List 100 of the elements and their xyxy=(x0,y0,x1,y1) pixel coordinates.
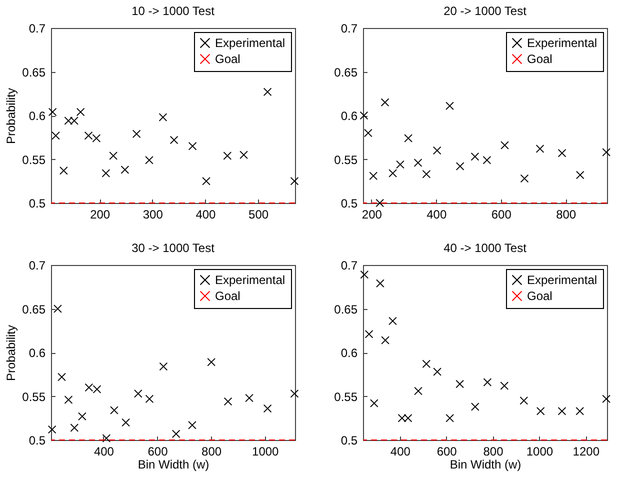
chart-title: 20 -> 1000 Test xyxy=(444,4,528,18)
point xyxy=(290,176,299,186)
point xyxy=(158,113,168,122)
point xyxy=(132,130,141,138)
point xyxy=(576,406,584,416)
point xyxy=(536,144,544,153)
point xyxy=(48,108,57,116)
point xyxy=(245,394,254,402)
point xyxy=(414,158,422,167)
point xyxy=(500,382,509,390)
point xyxy=(396,160,404,169)
point xyxy=(84,383,94,392)
y-tick-label: 0.6 xyxy=(340,346,358,360)
point xyxy=(159,362,168,371)
point xyxy=(70,116,78,125)
point xyxy=(558,406,566,416)
point xyxy=(207,358,216,366)
point xyxy=(188,420,196,430)
point xyxy=(558,148,566,158)
point xyxy=(404,414,412,422)
point xyxy=(576,170,584,180)
x-tick-label: 400 xyxy=(94,444,114,458)
point xyxy=(381,336,390,344)
point xyxy=(48,425,56,434)
point xyxy=(602,148,611,156)
x-tick-label: 800 xyxy=(202,444,222,458)
y-tick-label: 0.55 xyxy=(334,152,358,167)
point xyxy=(59,166,68,175)
x-tick-label: 1200 xyxy=(572,444,600,458)
point xyxy=(422,170,431,178)
point xyxy=(536,406,545,416)
point xyxy=(78,412,86,421)
chart-title: 40 -> 1000 Test xyxy=(444,241,528,255)
x-axis-title: Bin Width (w) xyxy=(450,458,522,472)
point xyxy=(102,434,111,442)
point xyxy=(422,360,431,368)
x-tick-label: 600 xyxy=(436,444,458,458)
point xyxy=(240,150,248,160)
point xyxy=(92,385,102,394)
point xyxy=(360,111,368,120)
y-tick-label: 0.65 xyxy=(334,302,358,316)
legend-label: Experimental xyxy=(527,36,598,50)
legend-label: Experimental xyxy=(215,36,286,50)
x-tick-label: 1000 xyxy=(526,444,554,458)
y-tick-label: 0.55 xyxy=(22,152,46,167)
x-tick-label: 500 xyxy=(248,208,269,222)
x-tick-label: 600 xyxy=(148,444,168,458)
point xyxy=(134,389,142,398)
point xyxy=(369,172,378,180)
y-tick-label: 0.5 xyxy=(28,434,46,448)
point xyxy=(364,128,372,138)
point xyxy=(360,270,369,279)
y-tick-label: 0.65 xyxy=(22,302,46,316)
y-tick-label: 0.7 xyxy=(340,258,358,272)
x-tick-label: 400 xyxy=(390,444,411,458)
legend-label: Goal xyxy=(527,289,552,303)
y-tick-label: 0.65 xyxy=(22,65,46,80)
point xyxy=(58,372,66,382)
chart-title: 30 -> 1000 Test xyxy=(132,241,216,255)
y-tick-label: 0.5 xyxy=(28,196,46,210)
y-axis-title: Probability xyxy=(4,324,18,382)
point xyxy=(520,174,529,183)
point xyxy=(76,108,85,116)
y-tick-label: 0.7 xyxy=(340,22,358,36)
y-tick-label: 0.7 xyxy=(28,258,46,272)
y-tick-label: 0.55 xyxy=(334,390,358,404)
point xyxy=(456,162,464,170)
legend-label: Experimental xyxy=(527,273,598,287)
point xyxy=(602,394,611,404)
point xyxy=(404,134,413,142)
point xyxy=(92,134,101,142)
y-tick-label: 0.6 xyxy=(28,109,46,123)
point xyxy=(370,399,378,408)
point xyxy=(64,396,73,404)
point xyxy=(364,330,374,338)
x-tick-label: 200 xyxy=(90,208,110,222)
point xyxy=(84,131,93,140)
point xyxy=(122,418,130,427)
point xyxy=(120,166,130,174)
point xyxy=(398,414,406,422)
point xyxy=(380,98,390,107)
point xyxy=(102,169,110,178)
point xyxy=(109,152,118,160)
x-tick-label: 400 xyxy=(426,208,447,222)
point xyxy=(202,176,210,186)
point xyxy=(376,279,384,288)
point xyxy=(263,88,272,96)
y-tick-label: 0.5 xyxy=(340,196,358,210)
point xyxy=(433,368,442,376)
y-tick-label: 0.6 xyxy=(28,346,46,360)
point xyxy=(170,136,178,144)
x-tick-label: 400 xyxy=(196,208,216,222)
legend-label: Goal xyxy=(215,289,240,303)
point xyxy=(54,304,62,313)
x-tick-label: 800 xyxy=(483,444,504,458)
y-tick-label: 0.5 xyxy=(340,434,358,448)
point xyxy=(388,169,397,178)
point xyxy=(145,156,154,164)
point xyxy=(52,131,60,140)
point xyxy=(110,406,118,414)
